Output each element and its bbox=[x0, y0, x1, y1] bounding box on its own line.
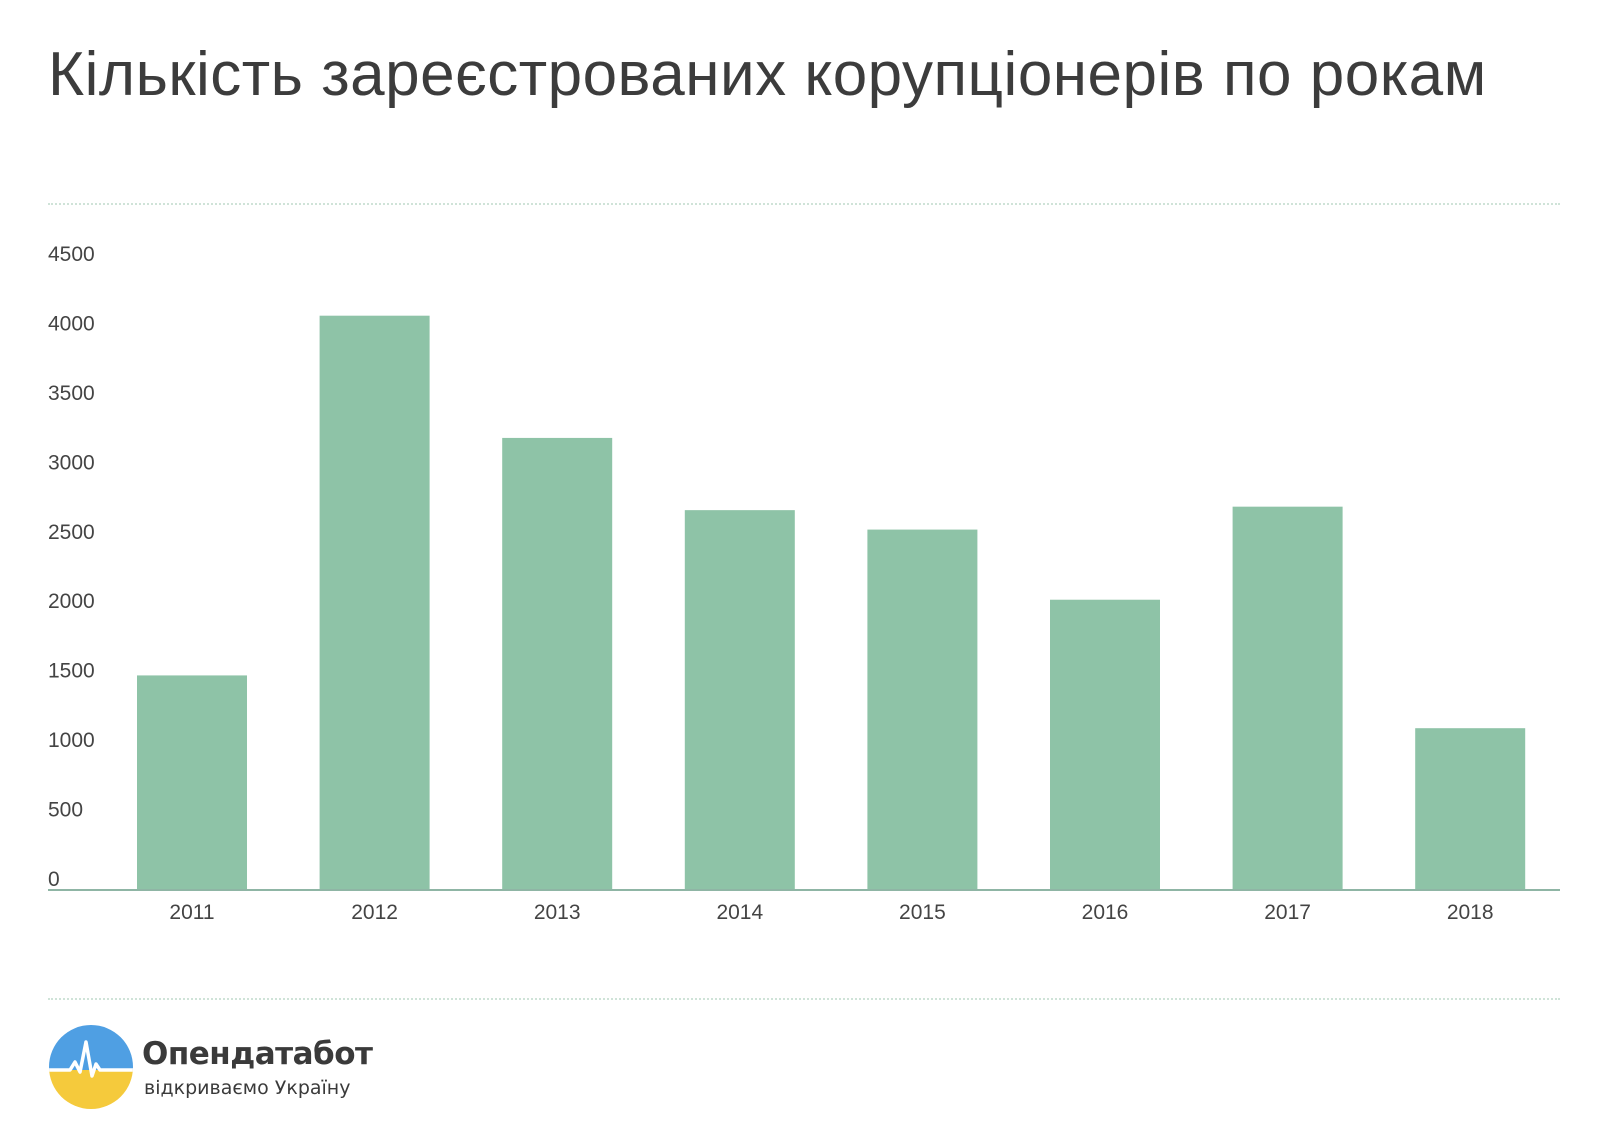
x-tick-label: 2014 bbox=[716, 901, 763, 924]
x-tick-label: 2018 bbox=[1447, 901, 1494, 924]
brand-name: Опендатабот bbox=[142, 1036, 373, 1072]
y-tick-label: 0 bbox=[48, 868, 60, 891]
x-tick-label: 2017 bbox=[1264, 901, 1311, 924]
bar-2016 bbox=[1050, 599, 1160, 890]
title-divider bbox=[48, 203, 1560, 205]
bar-2014 bbox=[684, 510, 795, 890]
bar-2012 bbox=[319, 315, 430, 890]
bar-chart: 0 500 1000 1500 2000 2500 3000 3500 4000 4500 2011… bbox=[48, 243, 1560, 924]
bar-2011 bbox=[137, 675, 247, 890]
chart-title: Кількість зареєстрованих корупціонерів п… bbox=[48, 40, 1487, 109]
bar-2018 bbox=[1415, 728, 1526, 890]
bar-2015 bbox=[867, 529, 978, 890]
x-tick-label: 2011 bbox=[169, 901, 214, 924]
y-tick-label: 4000 bbox=[48, 312, 95, 335]
bar-2017 bbox=[1232, 506, 1343, 890]
y-tick-label: 1500 bbox=[48, 660, 95, 683]
y-tick-label: 2000 bbox=[48, 590, 95, 613]
footer-divider bbox=[48, 998, 1560, 1000]
x-tick-label: 2015 bbox=[899, 901, 946, 924]
x-tick-label: 2016 bbox=[1082, 901, 1129, 924]
y-tick-label: 1000 bbox=[48, 729, 95, 752]
y-tick-label: 3500 bbox=[48, 382, 95, 405]
bar-2013 bbox=[502, 437, 613, 890]
opendatabot-logo-icon bbox=[49, 1025, 133, 1109]
brand-logo: Опендатабот відкриваємо Україну bbox=[48, 1024, 448, 1116]
y-tick-label: 2500 bbox=[48, 521, 95, 544]
brand-tagline: відкриваємо Україну bbox=[144, 1077, 351, 1099]
y-tick-label: 4500 bbox=[48, 243, 95, 266]
x-tick-label: 2012 bbox=[351, 901, 398, 924]
y-tick-label: 500 bbox=[48, 799, 83, 822]
x-tick-label: 2013 bbox=[534, 901, 581, 924]
y-tick-label: 3000 bbox=[48, 451, 95, 474]
